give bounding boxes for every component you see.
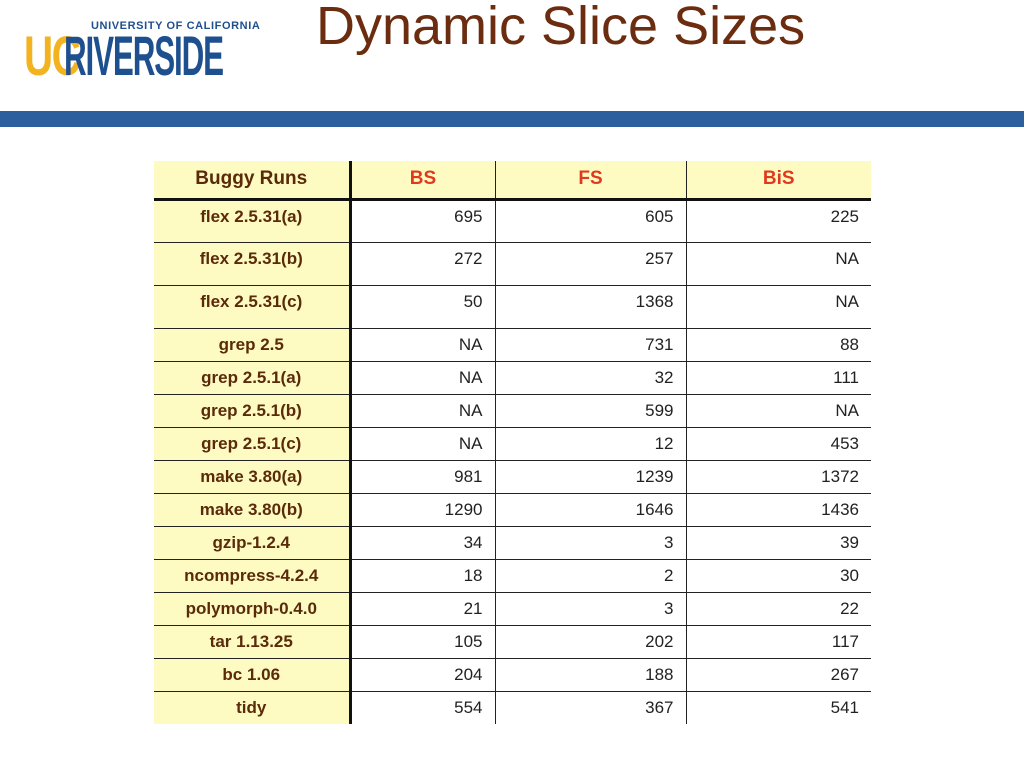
row-label: make 3.80(a) <box>154 460 350 494</box>
cell-bis: 117 <box>685 625 871 659</box>
table-header-row: Buggy Runs BS FS BiS <box>154 161 871 201</box>
ucr-logo: UNIVERSITY OF CALIFORNIA UC RIVERSIDE <box>24 18 260 87</box>
slice-sizes-table: Buggy Runs BS FS BiS flex 2.5.31(a) 695 60… <box>154 161 871 724</box>
logo-university-text: UNIVERSITY OF CALIFORNIA <box>91 20 261 32</box>
header-divider-bar <box>0 111 1024 127</box>
header-bis: BiS <box>685 161 871 201</box>
table-row: grep 2.5.1(a) NA 32 111 <box>154 361 871 395</box>
cell-bs: NA <box>348 427 495 461</box>
table-row: bc 1.06 204 188 267 <box>154 658 871 692</box>
header-buggy-runs: Buggy Runs <box>154 161 350 201</box>
cell-fs: 3 <box>494 592 686 626</box>
row-label: gzip-1.2.4 <box>154 526 350 560</box>
cell-bs: 34 <box>348 526 495 560</box>
cell-bs: 695 <box>348 199 495 243</box>
cell-fs: 731 <box>494 328 686 362</box>
row-label: make 3.80(b) <box>154 493 350 527</box>
cell-fs: 32 <box>494 361 686 395</box>
row-label: tidy <box>154 691 350 724</box>
cell-bs: 105 <box>348 625 495 659</box>
table-row: make 3.80(b) 1290 1646 1436 <box>154 493 871 527</box>
cell-fs: 3 <box>494 526 686 560</box>
cell-bis: 39 <box>685 526 871 560</box>
row-label: bc 1.06 <box>154 658 350 692</box>
cell-bis: 1436 <box>685 493 871 527</box>
table-row: grep 2.5.1(b) NA 599 NA <box>154 394 871 428</box>
header-bs: BS <box>348 161 495 201</box>
cell-bs: 50 <box>348 285 495 329</box>
table-row: make 3.80(a) 981 1239 1372 <box>154 460 871 494</box>
cell-fs: 605 <box>494 199 686 243</box>
cell-bs: 21 <box>348 592 495 626</box>
cell-bs: 981 <box>348 460 495 494</box>
cell-bis: 453 <box>685 427 871 461</box>
row-label: flex 2.5.31(c) <box>154 285 350 329</box>
table-row: ncompress-4.2.4 18 2 30 <box>154 559 871 593</box>
cell-bis: 88 <box>685 328 871 362</box>
table-row: grep 2.5 NA 731 88 <box>154 328 871 362</box>
table-row: gzip-1.2.4 34 3 39 <box>154 526 871 560</box>
cell-bis: 111 <box>685 361 871 395</box>
cell-fs: 257 <box>494 242 686 286</box>
table-row: tidy 554 367 541 <box>154 691 871 724</box>
cell-bs: NA <box>348 394 495 428</box>
cell-fs: 188 <box>494 658 686 692</box>
table-row: flex 2.5.31(b) 272 257 NA <box>154 242 871 286</box>
cell-bs: 554 <box>348 691 495 724</box>
cell-bs: 272 <box>348 242 495 286</box>
logo-uc-text: UC <box>24 24 81 87</box>
cell-bs: 204 <box>348 658 495 692</box>
cell-fs: 367 <box>494 691 686 724</box>
cell-bis: 22 <box>685 592 871 626</box>
cell-bis: 541 <box>685 691 871 724</box>
header-fs: FS <box>494 161 686 201</box>
cell-bs: NA <box>348 328 495 362</box>
cell-bis: 267 <box>685 658 871 692</box>
cell-bis: NA <box>685 285 871 329</box>
cell-bs: 1290 <box>348 493 495 527</box>
table-row: flex 2.5.31(a) 695 605 225 <box>154 199 871 243</box>
table-row: grep 2.5.1(c) NA 12 453 <box>154 427 871 461</box>
cell-fs: 2 <box>494 559 686 593</box>
row-label: grep 2.5.1(b) <box>154 394 350 428</box>
cell-bis: 225 <box>685 199 871 243</box>
cell-bs: NA <box>348 361 495 395</box>
table-row: tar 1.13.25 105 202 117 <box>154 625 871 659</box>
cell-bis: 1372 <box>685 460 871 494</box>
cell-bis: NA <box>685 394 871 428</box>
row-label: ncompress-4.2.4 <box>154 559 350 593</box>
row-label: flex 2.5.31(a) <box>154 199 350 243</box>
cell-bs: 18 <box>348 559 495 593</box>
row-label: polymorph-0.4.0 <box>154 592 350 626</box>
row-label: grep 2.5 <box>154 328 350 362</box>
cell-fs: 1368 <box>494 285 686 329</box>
row-label: grep 2.5.1(a) <box>154 361 350 395</box>
cell-bis: NA <box>685 242 871 286</box>
cell-fs: 1646 <box>494 493 686 527</box>
cell-bis: 30 <box>685 559 871 593</box>
cell-fs: 1239 <box>494 460 686 494</box>
slide-title: Dynamic Slice Sizes <box>316 0 806 56</box>
cell-fs: 599 <box>494 394 686 428</box>
row-label: tar 1.13.25 <box>154 625 350 659</box>
cell-fs: 202 <box>494 625 686 659</box>
table-row: polymorph-0.4.0 21 3 22 <box>154 592 871 626</box>
logo-riverside-text: RIVERSIDE <box>64 24 224 87</box>
table-row: flex 2.5.31(c) 50 1368 NA <box>154 285 871 329</box>
cell-fs: 12 <box>494 427 686 461</box>
row-label: grep 2.5.1(c) <box>154 427 350 461</box>
row-label: flex 2.5.31(b) <box>154 242 350 286</box>
